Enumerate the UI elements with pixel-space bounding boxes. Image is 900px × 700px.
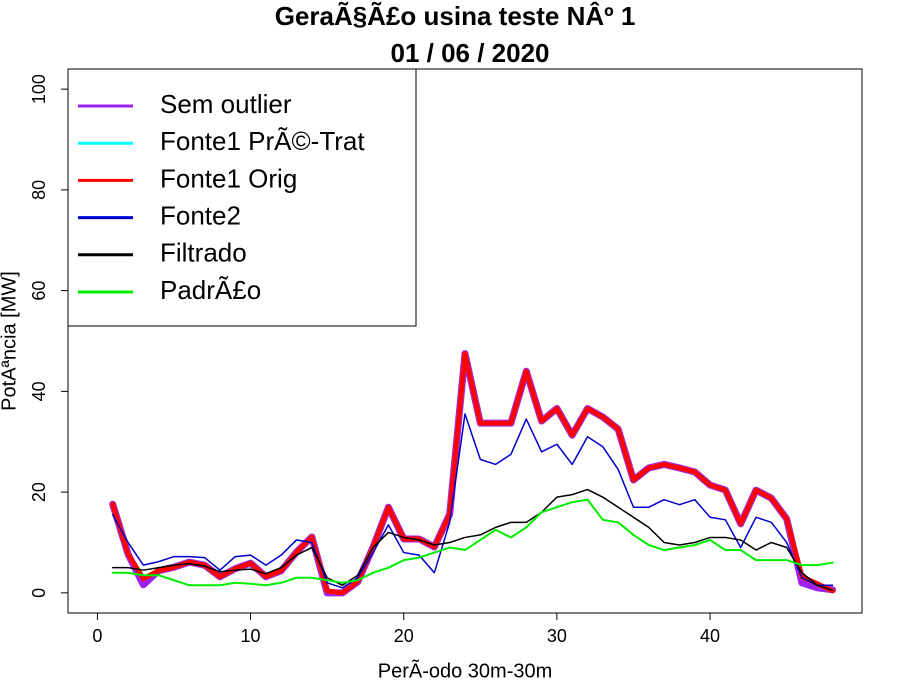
legend-label: Filtrado bbox=[160, 238, 247, 268]
x-axis-label: PerÃ-odo 30m-30m bbox=[378, 658, 553, 682]
legend: Sem outlier Fonte1 PrÃ©-Trat Fonte1 Orig Fo… bbox=[67, 68, 417, 327]
x-tick-label: 10 bbox=[241, 626, 261, 646]
x-tick-label: 30 bbox=[547, 626, 567, 646]
x-tick-label: 20 bbox=[394, 626, 414, 646]
legend-label: Fonte1 Orig bbox=[160, 163, 297, 193]
y-tick-label: 100 bbox=[29, 74, 49, 104]
x-tick-label: 0 bbox=[92, 626, 102, 646]
legend-label: PadrÃ£o bbox=[160, 275, 261, 305]
series-line bbox=[111, 413, 834, 589]
legend-label: Fonte1 PrÃ©-Trat bbox=[160, 126, 365, 156]
legend-label: Sem outlier bbox=[160, 89, 292, 119]
y-tick-label: 40 bbox=[29, 381, 49, 401]
y-tick-label: 60 bbox=[29, 281, 49, 301]
x-tick-label: 40 bbox=[700, 626, 720, 646]
series-line bbox=[111, 488, 834, 592]
legend-label: Fonte2 bbox=[160, 200, 241, 230]
series-line bbox=[110, 351, 836, 596]
y-tick-label: 20 bbox=[29, 482, 49, 502]
y-axis-label: PotÃªncia [MW] bbox=[0, 271, 20, 411]
y-tick-label: 80 bbox=[29, 180, 49, 200]
series-line bbox=[111, 498, 834, 587]
y-tick-label: 0 bbox=[29, 588, 49, 598]
legend-box bbox=[67, 68, 417, 327]
chart-subtitle: 01 / 06 / 2020 bbox=[390, 38, 549, 68]
chart-title: GeraÃ§Ã£o usina teste NÂº 1 bbox=[275, 1, 636, 31]
